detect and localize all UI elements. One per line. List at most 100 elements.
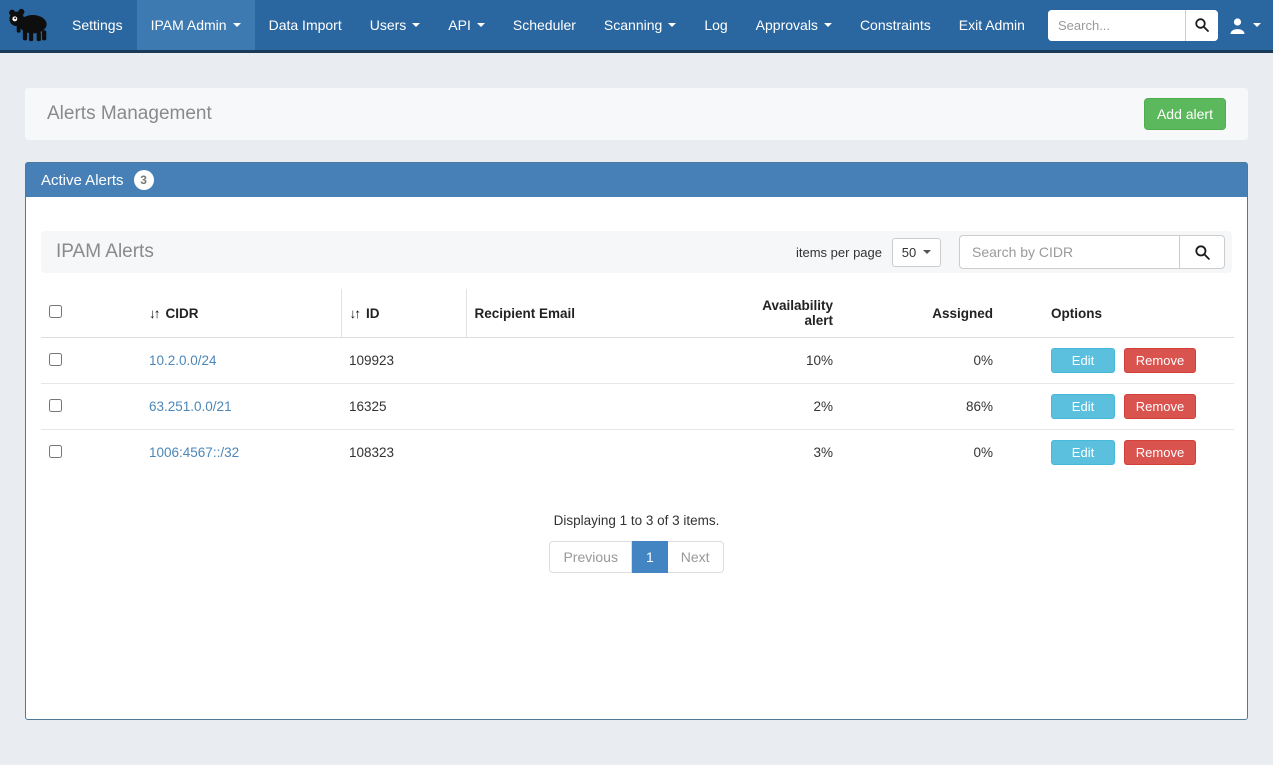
edit-button[interactable]: Edit — [1051, 348, 1115, 373]
active-alerts-panel: Active Alerts 3 IPAM Alerts items per pa… — [25, 162, 1248, 720]
nav-item-approvals[interactable]: Approvals — [742, 0, 846, 50]
pagination-next[interactable]: Next — [668, 541, 724, 573]
alert-id: 108323 — [341, 430, 466, 476]
nav-item-users[interactable]: Users — [356, 0, 435, 50]
column-label: CIDR — [166, 306, 199, 321]
navbar-right — [1048, 0, 1273, 50]
table-header-row: ↓↑ CIDR ↓↑ ID Recipient Email Availability… — [41, 289, 1234, 338]
nav-item-label: Log — [704, 17, 727, 33]
recipient-email — [466, 338, 730, 384]
cidr-link[interactable]: 10.2.0.0/24 — [149, 353, 217, 368]
column-label: ID — [366, 306, 380, 321]
user-menu[interactable] — [1228, 17, 1261, 34]
pagination-previous[interactable]: Previous — [549, 541, 631, 573]
remove-button[interactable]: Remove — [1124, 394, 1196, 419]
nav-item-scheduler[interactable]: Scheduler — [499, 0, 590, 50]
items-per-page-select[interactable]: 50 — [892, 238, 941, 267]
column-label: Options — [1051, 306, 1102, 321]
column-label: Availability alert — [762, 298, 833, 328]
sort-icon: ↓↑ — [350, 306, 360, 321]
global-search — [1048, 10, 1218, 41]
chevron-down-icon — [1253, 23, 1261, 27]
global-search-input[interactable] — [1048, 10, 1185, 41]
global-search-button[interactable] — [1185, 10, 1218, 41]
cidr-search-input[interactable] — [959, 235, 1179, 269]
chevron-down-icon — [233, 23, 241, 27]
search-icon — [1194, 17, 1210, 33]
panel-title: Active Alerts — [41, 172, 124, 189]
alerts-table: ↓↑ CIDR ↓↑ ID Recipient Email Availability… — [41, 289, 1234, 475]
nav-item-label: Data Import — [269, 17, 342, 33]
display-summary: Displaying 1 to 3 of 3 items. — [41, 513, 1232, 528]
search-icon — [1194, 244, 1211, 261]
availability-value: 2% — [730, 384, 841, 430]
sort-icon: ↓↑ — [149, 306, 159, 321]
page-header: Alerts Management Add alert — [25, 88, 1248, 140]
column-header-email: Recipient Email — [466, 289, 730, 338]
nav-item-api[interactable]: API — [434, 0, 499, 50]
chevron-down-icon — [668, 23, 676, 27]
panel-heading: Active Alerts 3 — [26, 163, 1247, 197]
edit-button[interactable]: Edit — [1051, 394, 1115, 419]
nav-item-exit-admin[interactable]: Exit Admin — [945, 0, 1039, 50]
panel-body: IPAM Alerts items per page 50 — [26, 197, 1247, 719]
nav-item-constraints[interactable]: Constraints — [846, 0, 945, 50]
edit-button[interactable]: Edit — [1051, 440, 1115, 465]
table-title: IPAM Alerts — [56, 241, 154, 263]
remove-button[interactable]: Remove — [1124, 348, 1196, 373]
cidr-search-button[interactable] — [1179, 235, 1225, 269]
nav-item-ipam-admin[interactable]: IPAM Admin — [137, 0, 255, 50]
nav-item-label: Scheduler — [513, 17, 576, 33]
recipient-email — [466, 384, 730, 430]
column-label: Assigned — [932, 306, 993, 321]
row-checkbox[interactable] — [49, 353, 62, 366]
remove-button[interactable]: Remove — [1124, 440, 1196, 465]
table-row: 63.251.0.0/21 16325 2% 86% Edit Remove — [41, 384, 1234, 430]
column-header-assigned: Assigned — [841, 289, 1001, 338]
nav-item-settings[interactable]: Settings — [58, 0, 137, 50]
row-checkbox[interactable] — [49, 445, 62, 458]
assigned-value: 86% — [841, 384, 1001, 430]
chevron-down-icon — [412, 23, 420, 27]
page-title: Alerts Management — [47, 103, 212, 125]
pagination-page-1[interactable]: 1 — [632, 541, 668, 573]
toolbar-controls: items per page 50 — [796, 235, 1225, 269]
items-per-page-label: items per page — [796, 245, 882, 260]
items-per-page-value: 50 — [902, 245, 916, 260]
nav-links: Settings IPAM Admin Data Import Users AP… — [58, 0, 1039, 50]
chevron-down-icon — [477, 23, 485, 27]
main-content: Alerts Management Add alert Active Alert… — [25, 88, 1248, 720]
column-header-options: Options — [1001, 289, 1234, 338]
row-checkbox[interactable] — [49, 399, 62, 412]
add-alert-button[interactable]: Add alert — [1144, 98, 1226, 130]
assigned-value: 0% — [841, 430, 1001, 476]
user-icon — [1228, 17, 1247, 34]
select-all-checkbox[interactable] — [49, 305, 62, 318]
column-header-cidr[interactable]: ↓↑ CIDR — [141, 289, 341, 338]
table-row: 10.2.0.0/24 109923 10% 0% Edit Remove — [41, 338, 1234, 384]
nav-item-scanning[interactable]: Scanning — [590, 0, 690, 50]
alert-id: 109923 — [341, 338, 466, 384]
pagination: Previous 1 Next — [41, 541, 1232, 573]
nav-item-data-import[interactable]: Data Import — [255, 0, 356, 50]
chevron-down-icon — [923, 250, 931, 254]
cidr-link[interactable]: 63.251.0.0/21 — [149, 399, 232, 414]
alert-id: 16325 — [341, 384, 466, 430]
availability-value: 10% — [730, 338, 841, 384]
alert-count-badge: 3 — [134, 170, 154, 190]
nav-item-label: Users — [370, 17, 407, 33]
nav-item-label: Exit Admin — [959, 17, 1025, 33]
cidr-search — [959, 235, 1225, 269]
assigned-value: 0% — [841, 338, 1001, 384]
nav-item-log[interactable]: Log — [690, 0, 741, 50]
table-row: 1006:4567::/32 108323 3% 0% Edit Remove — [41, 430, 1234, 476]
nav-item-label: API — [448, 17, 471, 33]
nav-item-label: Scanning — [604, 17, 662, 33]
nav-item-label: IPAM Admin — [151, 17, 227, 33]
nav-item-label: Approvals — [756, 17, 818, 33]
select-all-header — [41, 289, 141, 338]
top-navbar: Settings IPAM Admin Data Import Users AP… — [0, 0, 1273, 53]
column-header-id[interactable]: ↓↑ ID — [341, 289, 466, 338]
table-toolbar: IPAM Alerts items per page 50 — [41, 231, 1232, 273]
cidr-link[interactable]: 1006:4567::/32 — [149, 445, 239, 460]
